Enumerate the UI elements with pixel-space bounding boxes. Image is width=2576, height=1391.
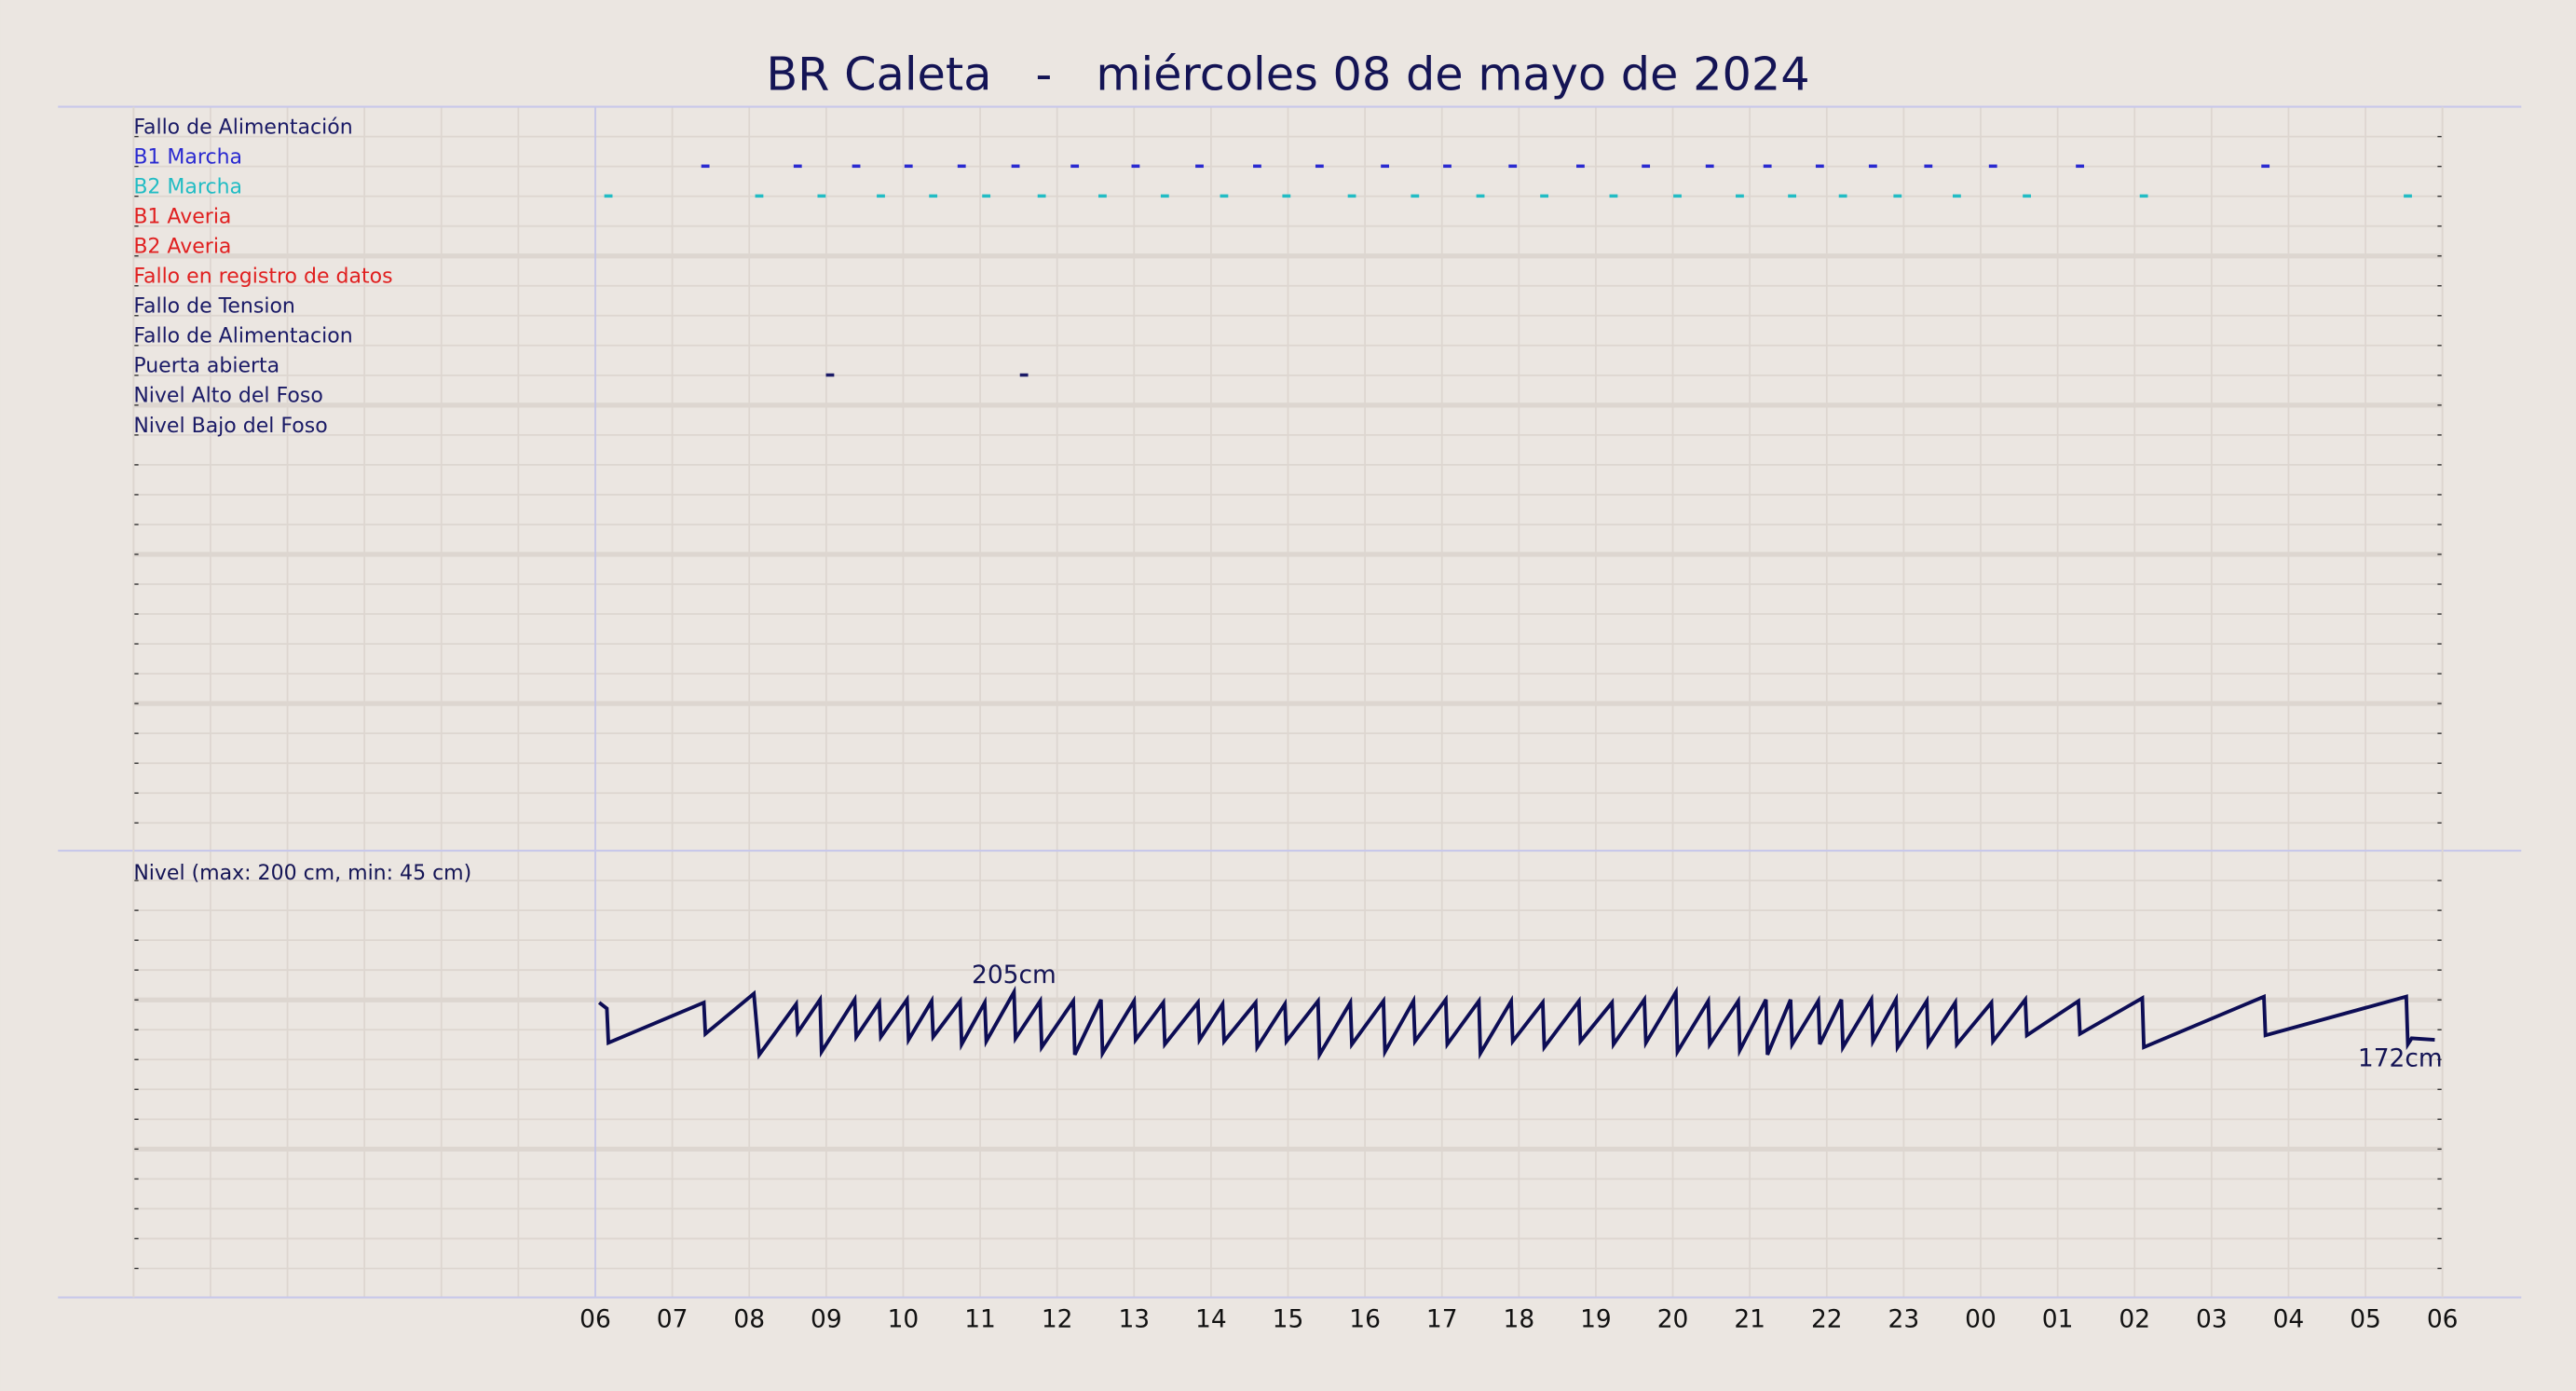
annotation: 172cm [2358,1044,2443,1073]
x-tick-label: 03 [2196,1305,2228,1334]
x-tick-label: 09 [811,1305,842,1334]
x-tick-label: 15 [1273,1305,1304,1334]
x-tick-label: 02 [2119,1305,2150,1334]
signal-label: Fallo de Alimentacion [133,325,352,348]
x-tick-label: 08 [733,1305,765,1334]
level-label: Nivel (max: 200 cm, min: 45 cm) [133,862,471,885]
x-tick-label: 01 [2042,1305,2074,1334]
x-tick-label: 18 [1504,1305,1535,1334]
x-tick-label: 19 [1580,1305,1612,1334]
signal-label: Fallo en registro de datos [133,266,392,289]
signal-label: Nivel Bajo del Foso [133,415,327,438]
signal-label: Fallo de Alimentación [133,116,352,139]
x-tick-label: 22 [1811,1305,1843,1334]
x-tick-label: 14 [1195,1305,1227,1334]
x-tick-label: 12 [1042,1305,1073,1334]
signal-label: B1 Averia [133,206,231,229]
signal-label: B2 Marcha [133,176,242,199]
x-tick-label: 21 [1734,1305,1765,1334]
signal-label: Nivel Alto del Foso [133,385,322,408]
x-tick-label: 07 [657,1305,688,1334]
x-tick-label: 16 [1349,1305,1381,1334]
level-line [597,985,2435,1061]
x-tick-label: 11 [964,1305,996,1334]
signal-label: B2 Averia [133,236,231,259]
x-tick-label: 20 [1657,1305,1689,1334]
x-tick-label: 00 [1965,1305,1997,1334]
chart-title: BR Caleta - miércoles 08 de mayo de 2024 [766,47,1809,101]
x-tick-label: 23 [1888,1305,1920,1334]
x-tick-label: 06 [579,1305,611,1334]
x-tick-label: 04 [2273,1305,2305,1334]
signal-label: Puerta abierta [133,355,279,378]
x-tick-label: 13 [1118,1305,1150,1334]
x-tick-label: 17 [1426,1305,1458,1334]
x-tick-label: 05 [2350,1305,2381,1334]
signal-label: Fallo de Tension [133,295,295,319]
x-tick-label: 10 [888,1305,920,1334]
x-tick-label: 06 [2427,1305,2459,1334]
signal-label: B1 Marcha [133,146,242,170]
annotation: 205cm [972,961,1056,989]
